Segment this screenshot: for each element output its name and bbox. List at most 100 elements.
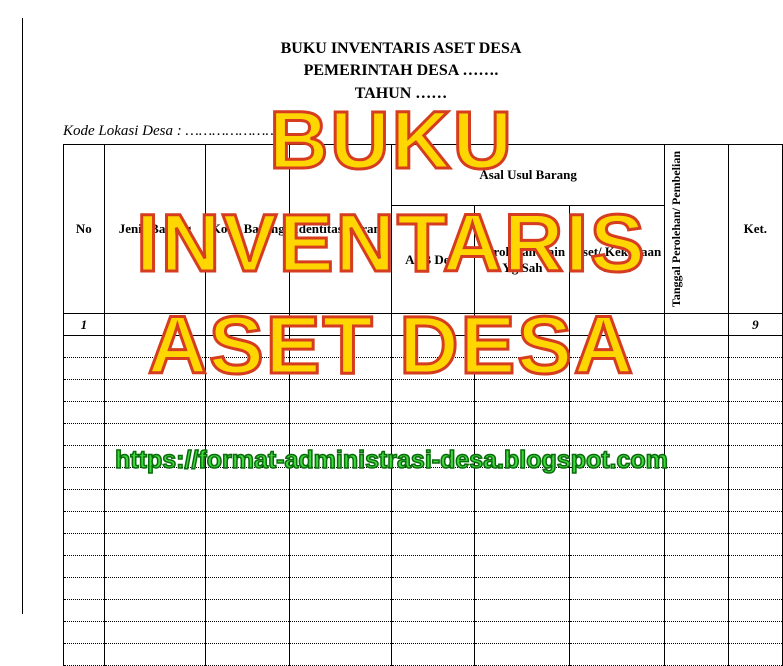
table-cell — [64, 622, 105, 644]
table-row — [64, 490, 783, 512]
table-cell — [475, 446, 570, 468]
table-cell — [728, 358, 782, 380]
table-cell — [475, 622, 570, 644]
table-cell — [570, 600, 665, 622]
table-cell — [570, 512, 665, 534]
table-cell — [290, 556, 392, 578]
table-cell — [206, 446, 290, 468]
table-cell — [475, 556, 570, 578]
table-cell — [391, 490, 475, 512]
table-cell — [728, 556, 782, 578]
table-cell — [104, 446, 206, 468]
table-cell — [728, 534, 782, 556]
table-cell — [64, 490, 105, 512]
col-jenis: Jenis Barang — [104, 145, 206, 314]
table-cell — [64, 468, 105, 490]
col-ket: Ket. — [728, 145, 782, 314]
table-cell — [104, 336, 206, 358]
table-cell — [665, 578, 728, 600]
table-cell — [391, 468, 475, 490]
table-cell — [391, 358, 475, 380]
table-row — [64, 578, 783, 600]
table-cell — [475, 512, 570, 534]
table-row — [64, 512, 783, 534]
table-cell — [475, 490, 570, 512]
table-cell — [475, 380, 570, 402]
table-cell — [64, 600, 105, 622]
table-cell: 9 — [728, 314, 782, 336]
table-cell — [728, 490, 782, 512]
table-cell — [391, 446, 475, 468]
inventory-table: No Jenis Barang Kode Barang Identitas Ba… — [63, 144, 783, 666]
table-cell — [665, 424, 728, 446]
table-cell — [665, 600, 728, 622]
table-cell — [104, 556, 206, 578]
table-cell — [104, 380, 206, 402]
table-cell — [475, 600, 570, 622]
table-cell — [728, 446, 782, 468]
table-cell — [104, 314, 206, 336]
table-cell — [728, 468, 782, 490]
table-cell — [391, 336, 475, 358]
table-cell — [104, 622, 206, 644]
table-cell — [665, 490, 728, 512]
table-cell — [391, 556, 475, 578]
table-cell — [475, 314, 570, 336]
table-cell — [290, 534, 392, 556]
table-cell — [665, 336, 728, 358]
table-cell — [570, 446, 665, 468]
col-perolehan: Perolehan Lain Yg Sah — [475, 205, 570, 313]
table-row — [64, 424, 783, 446]
table-cell — [570, 556, 665, 578]
table-cell — [206, 380, 290, 402]
table-cell — [728, 622, 782, 644]
table-cell — [104, 512, 206, 534]
table-cell — [665, 380, 728, 402]
table-cell — [290, 600, 392, 622]
table-cell — [475, 534, 570, 556]
table-cell — [475, 468, 570, 490]
table-cell — [290, 380, 392, 402]
table-cell — [665, 314, 728, 336]
table-cell — [391, 380, 475, 402]
table-cell — [391, 622, 475, 644]
table-cell — [391, 644, 475, 666]
table-cell — [104, 468, 206, 490]
table-cell — [665, 468, 728, 490]
table-cell — [206, 622, 290, 644]
table-cell — [206, 424, 290, 446]
table-cell — [665, 512, 728, 534]
table-row — [64, 556, 783, 578]
table-cell — [206, 468, 290, 490]
table-cell — [728, 512, 782, 534]
table-cell — [64, 644, 105, 666]
table-cell — [570, 358, 665, 380]
table-cell — [290, 622, 392, 644]
table-cell — [570, 402, 665, 424]
col-asal-group: Asal Usul Barang — [391, 145, 665, 206]
table-cell — [570, 336, 665, 358]
table-row — [64, 402, 783, 424]
table-cell — [290, 490, 392, 512]
table-cell — [570, 424, 665, 446]
table-cell — [570, 644, 665, 666]
table-cell — [290, 644, 392, 666]
table-cell — [665, 446, 728, 468]
table-cell: 1 — [64, 314, 105, 336]
table-cell — [290, 512, 392, 534]
table-cell — [665, 644, 728, 666]
table-cell — [104, 402, 206, 424]
table-cell — [391, 424, 475, 446]
table-row — [64, 380, 783, 402]
table-cell — [64, 446, 105, 468]
table-cell — [570, 578, 665, 600]
col-kode: Kode Barang — [206, 145, 290, 314]
table-cell — [64, 336, 105, 358]
table-cell — [728, 578, 782, 600]
col-identitas: Identitas Barang — [290, 145, 392, 314]
col-aset: Aset/ Kekayaan Desa — [570, 205, 665, 313]
table-cell — [391, 534, 475, 556]
table-cell — [104, 358, 206, 380]
table-cell — [64, 358, 105, 380]
table-cell — [104, 644, 206, 666]
